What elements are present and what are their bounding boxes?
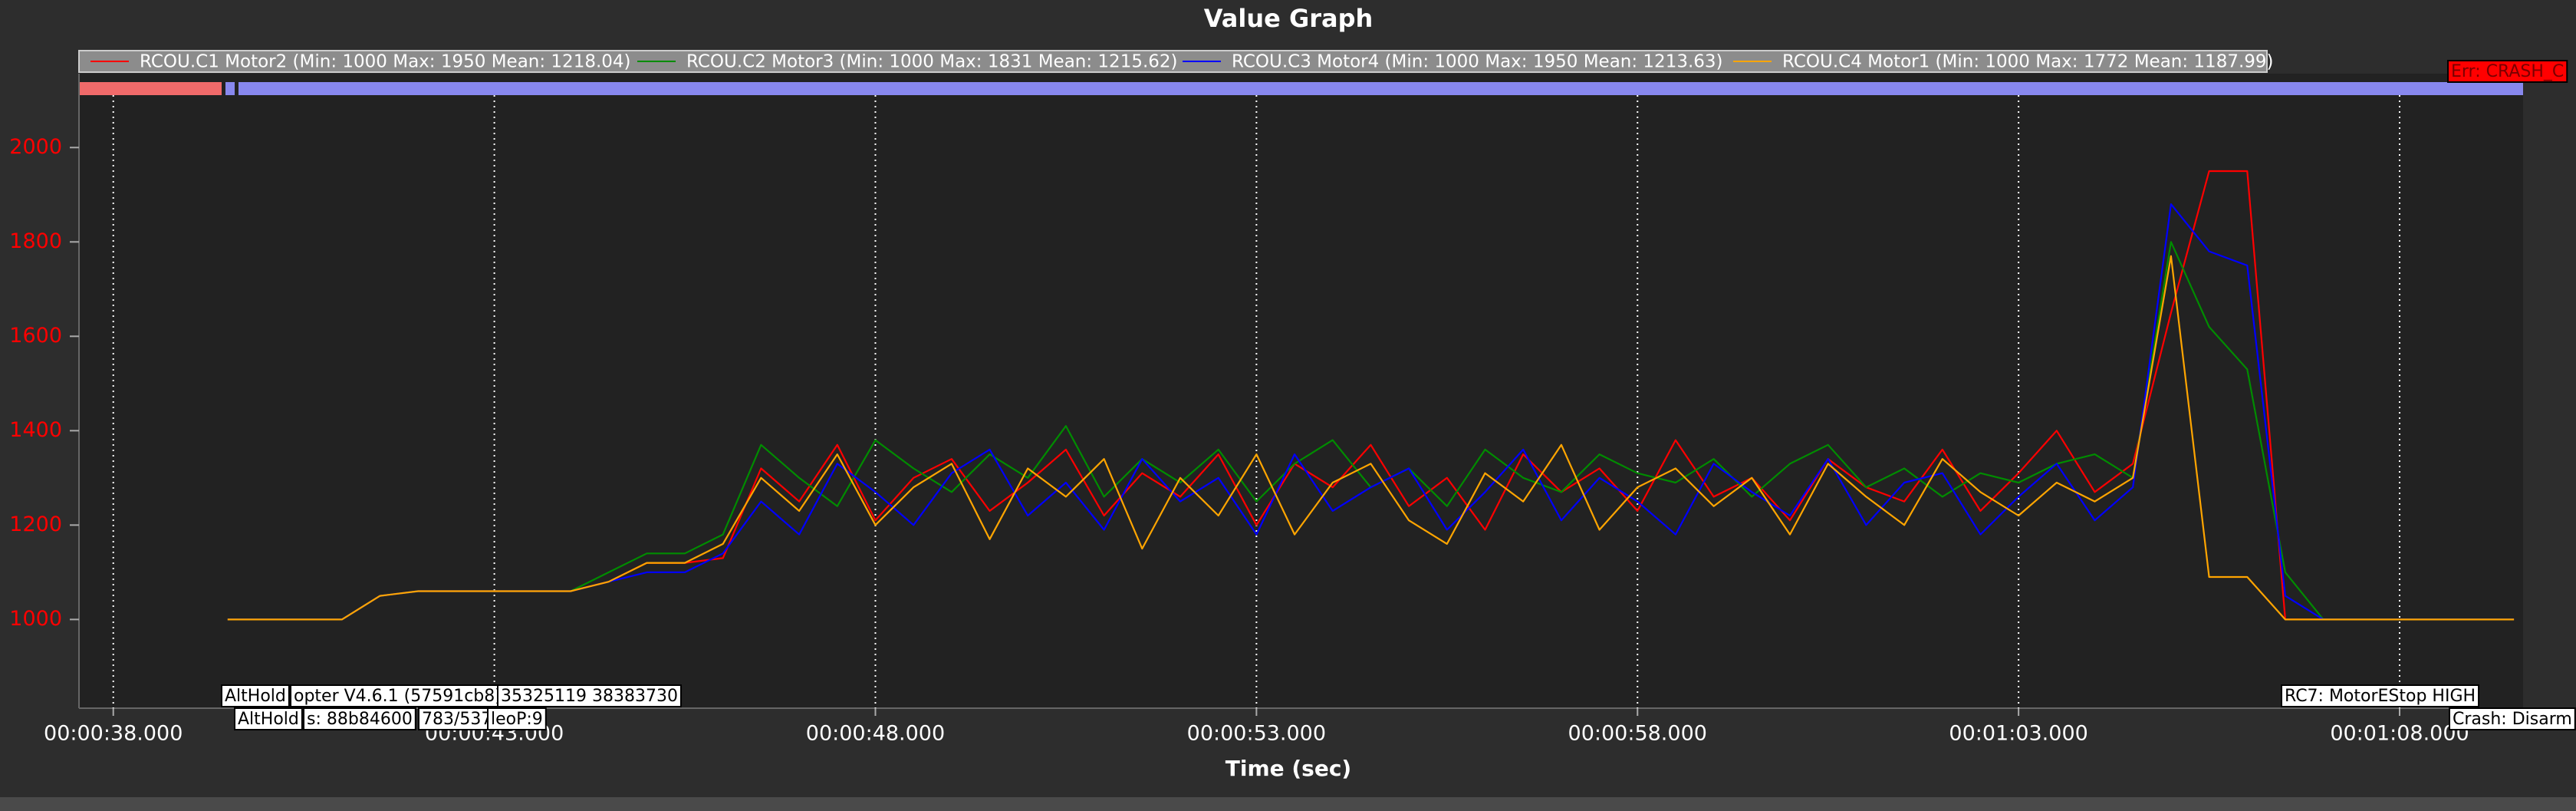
plot-area <box>79 74 2523 708</box>
annotation-box <box>2447 60 2568 83</box>
annotation: s: 88b84600 <box>307 710 413 729</box>
series-line <box>227 255 2515 621</box>
legend <box>78 50 2268 73</box>
mode-bar <box>225 82 235 95</box>
annotation-box <box>2281 684 2480 707</box>
series-lines <box>227 170 2515 621</box>
y-tick-label: 1600 <box>9 324 62 348</box>
annotation-box <box>497 684 682 707</box>
annotation-box <box>487 707 547 730</box>
annotation-box <box>221 684 290 707</box>
chart-title: Value Graph <box>1204 4 1374 33</box>
annotation: 35325119 38383730 <box>501 687 678 706</box>
legend-label: RCOU.C2 Motor3 (Min: 1000 Max: 1831 Mean… <box>686 52 1178 72</box>
scrollbar[interactable] <box>0 797 2576 811</box>
y-tick-label: 1400 <box>9 418 62 442</box>
annotation: opter V4.6.1 (57591cb8) <box>294 687 502 706</box>
annotation-box <box>2449 707 2576 730</box>
grid <box>112 95 2401 708</box>
x-tick-label: 00:00:53.000 <box>1187 722 1326 746</box>
annotation: AltHold <box>225 687 286 706</box>
annotation: AltHold <box>238 710 299 729</box>
annotation: leoP:9 <box>491 710 543 729</box>
legend-label: RCOU.C1 Motor2 (Min: 1000 Max: 1950 Mean… <box>140 52 631 72</box>
annotation: Err: CRASH_C <box>2451 62 2564 81</box>
x-tick-label: 00:01:03.000 <box>1949 722 2087 746</box>
y-tick-label: 2000 <box>9 135 62 159</box>
y-tick-label: 1800 <box>9 229 62 253</box>
annotation: Crash: Disarm <box>2453 710 2572 729</box>
x-axis-title: Time (sec) <box>1225 756 1351 781</box>
foreground: 1000 1200 1400 1600 1800 2000 00:00:38.000 00:0… <box>9 52 2576 746</box>
x-tick-label: 00:00:48.000 <box>806 722 945 746</box>
x-tick-label: 00:00:38.000 <box>44 722 183 746</box>
annotation-box <box>303 707 416 730</box>
annotation-box <box>234 707 303 730</box>
annotation: RC7: MotorEStop HIGH <box>2285 687 2476 706</box>
x-tick-label: 00:00:58.000 <box>1568 722 1707 746</box>
mode-bar <box>239 82 2523 95</box>
mode-bar <box>79 82 222 95</box>
y-tick-label: 1200 <box>9 513 62 536</box>
x-tick-label: 00:01:08.000 <box>2330 722 2469 746</box>
y-tick-label: 1000 <box>9 607 62 631</box>
legend-label: RCOU.C4 Motor1 (Min: 1000 Max: 1772 Mean… <box>1782 52 2274 72</box>
legend-label: RCOU.C3 Motor4 (Min: 1000 Max: 1950 Mean… <box>1232 52 1723 72</box>
